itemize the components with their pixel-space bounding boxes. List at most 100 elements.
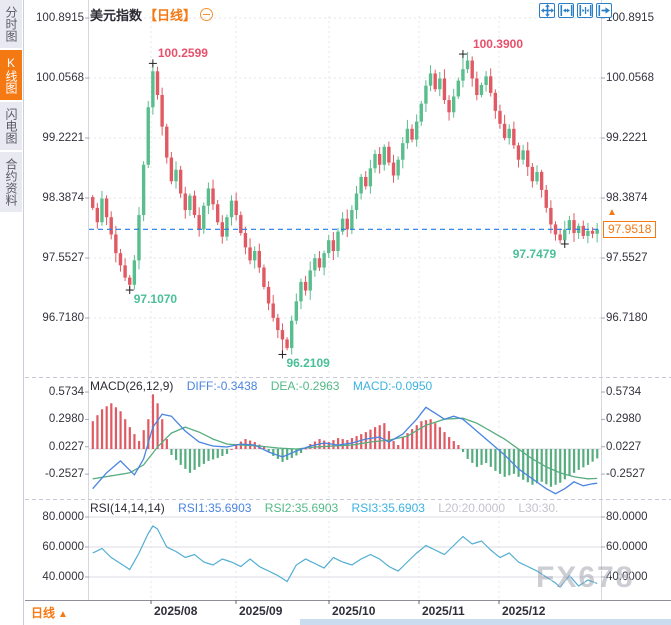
macd-histogram-bar <box>114 407 118 449</box>
macd-histogram-bar <box>526 449 529 483</box>
candle-body <box>100 198 104 223</box>
candle-body <box>489 76 493 93</box>
horizontal-scrollbar[interactable] <box>300 619 671 625</box>
candle-body <box>206 188 211 206</box>
candle-body <box>285 339 289 349</box>
candle-body <box>308 270 312 291</box>
candle-body <box>350 210 354 230</box>
candle-body <box>109 217 113 235</box>
macd-histogram-bar <box>281 449 284 462</box>
macd-histogram-bar <box>448 437 451 449</box>
candle-body <box>493 92 498 111</box>
macd-histogram-bar <box>508 449 511 476</box>
candle-body <box>433 73 437 90</box>
period-selector[interactable]: 日线 ▲ <box>31 604 68 621</box>
macd-histogram-bar <box>105 406 108 449</box>
candle-body <box>553 224 558 235</box>
macd-histogram-bar <box>184 449 187 469</box>
macd-histogram-bar <box>434 423 437 449</box>
macd-histogram-bar <box>401 437 404 449</box>
candle-body <box>401 143 405 160</box>
candle-body <box>484 76 488 85</box>
macd-histogram-bar <box>212 449 215 460</box>
macd-histogram-bar <box>424 420 428 449</box>
pan-button[interactable] <box>539 3 555 18</box>
candle-body <box>512 128 516 146</box>
chart-toolbar <box>539 3 612 18</box>
instrument-name: 美元指数 <box>90 8 143 23</box>
sidebar-item-candlestick-chart[interactable]: K线图 <box>0 50 22 100</box>
candle-body <box>465 60 470 70</box>
candle-body <box>410 128 414 140</box>
candle-body <box>239 215 243 234</box>
candle-body <box>290 320 294 349</box>
macd-histogram-bar <box>563 449 566 480</box>
rsi2-value: RSI2:35.6903 <box>264 501 339 515</box>
candle-body <box>507 128 511 139</box>
collapse-icon[interactable] <box>200 8 214 21</box>
candle-body <box>498 110 502 124</box>
macd-histogram-bar <box>517 449 520 477</box>
macd-histogram-bar <box>503 449 506 477</box>
candle-body <box>340 218 345 232</box>
macd-histogram-bar <box>577 449 580 470</box>
candle-body <box>104 198 109 218</box>
candle-body <box>461 69 465 81</box>
macd-histogram-bar <box>276 449 280 459</box>
macd-histogram-bar <box>207 449 210 461</box>
zoom-out-horizontal-button[interactable] <box>577 3 593 18</box>
candle-body <box>590 230 595 234</box>
candle-body <box>202 205 206 230</box>
go-to-latest-button[interactable] <box>596 3 612 18</box>
macd-histogram-bar <box>216 449 219 458</box>
candle-body <box>160 95 164 127</box>
go-to-latest-icon <box>598 5 610 16</box>
sidebar-item-timeline-chart[interactable]: 分时图 <box>0 0 22 48</box>
candle-body <box>229 200 234 218</box>
candle-body <box>382 146 386 165</box>
macd-histogram-bar <box>346 440 349 449</box>
candle-body <box>169 157 174 182</box>
watermark: FX678 <box>536 561 635 594</box>
candle-body <box>225 217 229 237</box>
candle-body <box>530 166 535 182</box>
candle-body <box>595 229 599 234</box>
macd-histogram-bar <box>540 449 543 482</box>
candle-body <box>141 164 146 216</box>
macd-histogram-bar <box>498 449 502 474</box>
candle-body <box>137 215 141 261</box>
candle-body <box>405 128 410 144</box>
sidebar-item-lightning-chart[interactable]: 闪电图 <box>0 102 22 150</box>
sidebar: 分时图 K线图 闪电图 合约资料 <box>0 0 24 625</box>
zoom-in-horizontal-button[interactable] <box>558 3 574 18</box>
macd-histogram-bar <box>304 448 307 450</box>
candle-body <box>414 121 419 140</box>
candle-body <box>174 169 178 182</box>
macd-histogram-bar <box>267 449 270 452</box>
candle-body <box>118 253 123 266</box>
macd-histogram-bar <box>554 449 557 485</box>
candle-body <box>428 73 433 86</box>
macd-histogram-bar <box>485 449 488 463</box>
candle-body <box>336 231 340 252</box>
zoom-in-horizontal-icon <box>560 5 572 16</box>
rsi1-value: RSI1:35.6903 <box>178 501 252 515</box>
candle-body <box>581 225 585 236</box>
rsi-l20-level: L20:20.0000 <box>438 501 505 515</box>
candle-body <box>91 197 95 208</box>
candle-body <box>447 100 451 113</box>
candle-body <box>322 253 326 268</box>
candle-body <box>456 80 461 97</box>
candle-body <box>563 229 567 241</box>
macd-histogram-bar <box>494 449 497 471</box>
sidebar-item-contract-info[interactable]: 合约资料 <box>0 152 22 212</box>
candle-body <box>373 153 377 169</box>
macd-histogram-bar <box>461 449 465 452</box>
candle-body <box>470 60 474 79</box>
macd-histogram-bar <box>415 425 418 449</box>
macd-value: MACD:-0.0950 <box>352 379 433 393</box>
macd-histogram-bar <box>124 419 127 449</box>
macd-histogram-bar <box>489 449 492 467</box>
candle-body <box>475 78 479 96</box>
